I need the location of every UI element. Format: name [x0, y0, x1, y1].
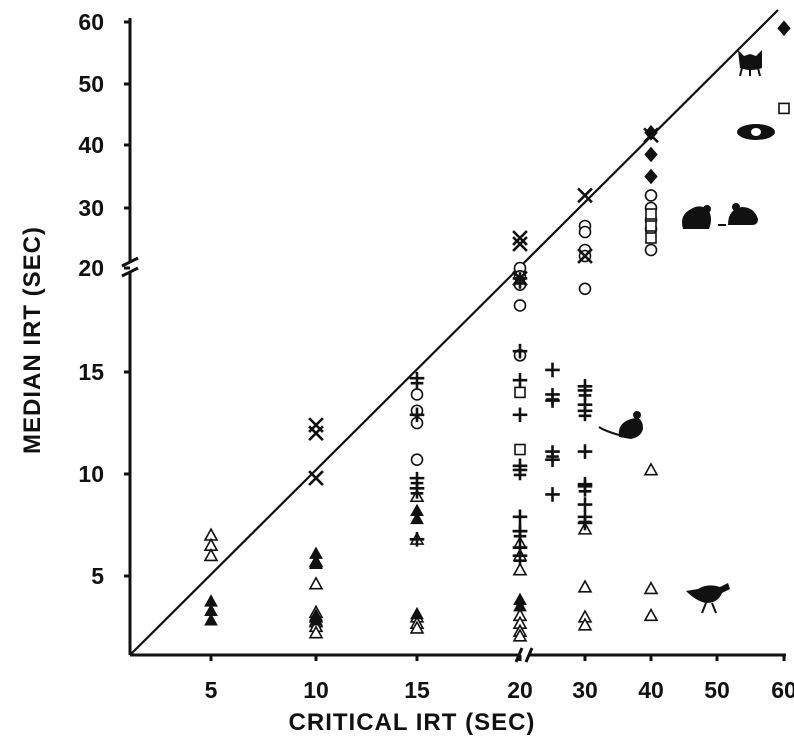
mouse-icon	[718, 203, 758, 226]
data-point-open-triangle	[512, 628, 528, 642]
data-point-double-cross	[577, 404, 593, 422]
y-axis-break	[121, 256, 139, 268]
identity-line	[129, 9, 779, 656]
x-tick-label: 50	[704, 677, 730, 703]
data-markers	[203, 20, 791, 642]
axes	[121, 9, 786, 663]
data-point-plus	[512, 343, 528, 359]
y-tick-label: 5	[91, 563, 104, 589]
x-tick-label: 15	[404, 677, 430, 703]
data-point-open-triangle	[203, 547, 219, 562]
animal-icons	[598, 50, 775, 614]
pigeon-icon	[686, 583, 730, 614]
data-point-open-triangle	[643, 607, 659, 622]
data-point-filled-triangle	[309, 556, 323, 570]
x-tick-label: 40	[638, 677, 664, 703]
y-tick-label: 10	[78, 461, 104, 487]
data-point-open-triangle	[308, 625, 324, 639]
data-point-x	[577, 187, 593, 204]
data-point-open-square	[778, 102, 790, 115]
data-point-open-circle	[578, 225, 592, 239]
data-point-filled-diamond	[644, 146, 658, 163]
y-tick-label: 30	[78, 195, 104, 221]
data-point-open-circle	[410, 388, 424, 401]
data-point-open-triangle	[308, 576, 324, 590]
cat-icon	[738, 50, 762, 77]
data-point-open-square	[514, 443, 526, 456]
data-point-x	[512, 236, 528, 252]
data-point-plus	[577, 444, 593, 459]
data-point-open-circle	[513, 299, 527, 312]
data-point-plus	[512, 372, 528, 388]
data-point-plus	[512, 407, 528, 423]
data-point-filled-triangle	[410, 606, 424, 620]
x-axis-break	[524, 647, 534, 663]
data-point-open-circle	[410, 453, 424, 467]
data-point-plus	[577, 497, 593, 512]
data-point-open-circle	[644, 189, 658, 202]
data-point-filled-triangle	[513, 598, 527, 612]
data-point-x	[577, 248, 593, 264]
data-point-x	[308, 425, 324, 442]
data-point-open-triangle	[643, 462, 659, 476]
y-tick-label: 50	[78, 71, 104, 97]
data-point-filled-triangle	[204, 613, 218, 626]
rabbit-icon	[737, 124, 775, 140]
data-point-open-triangle	[643, 580, 659, 595]
data-point-x	[512, 230, 528, 246]
x-tick-label: 20	[507, 677, 533, 703]
data-point-double-cross	[512, 524, 528, 542]
data-point-double-cross	[512, 463, 528, 481]
data-point-filled-diamond	[644, 168, 658, 185]
guinea-pig-icon	[682, 205, 711, 229]
data-point-double-cross	[409, 482, 425, 499]
data-point-double-cross	[577, 510, 593, 528]
data-point-plus	[545, 362, 560, 378]
data-point-plus	[409, 407, 425, 423]
data-point-x	[308, 470, 324, 486]
data-point-open-circle	[578, 282, 592, 296]
data-point-open-square	[645, 208, 657, 220]
y-tick-label: 60	[78, 9, 104, 35]
data-point-x	[512, 270, 528, 287]
y-tick-label: 40	[78, 132, 104, 158]
data-point-filled-triangle	[410, 511, 424, 525]
data-point-open-square	[645, 220, 657, 232]
data-point-open-triangle	[409, 620, 425, 634]
data-point-plus	[512, 509, 528, 525]
data-point-double-cross	[577, 384, 593, 401]
data-point-filled-diamond	[777, 20, 791, 36]
tick-labels: 5 10 15 20 30 40 50 60 5 10 15 20 30 40 50 60	[78, 9, 794, 703]
data-point-plus	[545, 487, 560, 502]
y-tick-label: 20	[78, 255, 104, 281]
data-point-double-cross	[512, 549, 528, 566]
data-point-open-circle	[644, 243, 658, 257]
data-point-open-square	[514, 386, 526, 399]
data-point-double-cross	[577, 479, 593, 497]
y-axis-break	[121, 266, 139, 278]
data-point-open-triangle	[577, 617, 593, 631]
data-point-open-square	[645, 232, 657, 244]
data-point-open-triangle	[577, 579, 593, 593]
data-point-filled-diamond	[644, 125, 658, 141]
data-point-filled-triangle	[309, 613, 323, 626]
data-point-open-triangle	[512, 562, 528, 576]
y-axis-title: MEDIAN IRT (SEC)	[19, 226, 46, 454]
data-point-double-cross	[545, 445, 560, 462]
x-tick-label: 5	[205, 677, 218, 703]
rat-icon	[598, 411, 643, 439]
data-point-double-cross	[409, 371, 425, 389]
y-tick-label: 15	[78, 359, 104, 385]
data-point-plus	[409, 531, 425, 547]
x-axis-title: CRITICAL IRT (SEC)	[289, 709, 536, 736]
x-tick-label: 30	[572, 677, 598, 703]
x-tick-label: 10	[303, 677, 329, 703]
x-tick-label: 60	[771, 677, 794, 703]
data-point-double-cross	[545, 388, 560, 405]
